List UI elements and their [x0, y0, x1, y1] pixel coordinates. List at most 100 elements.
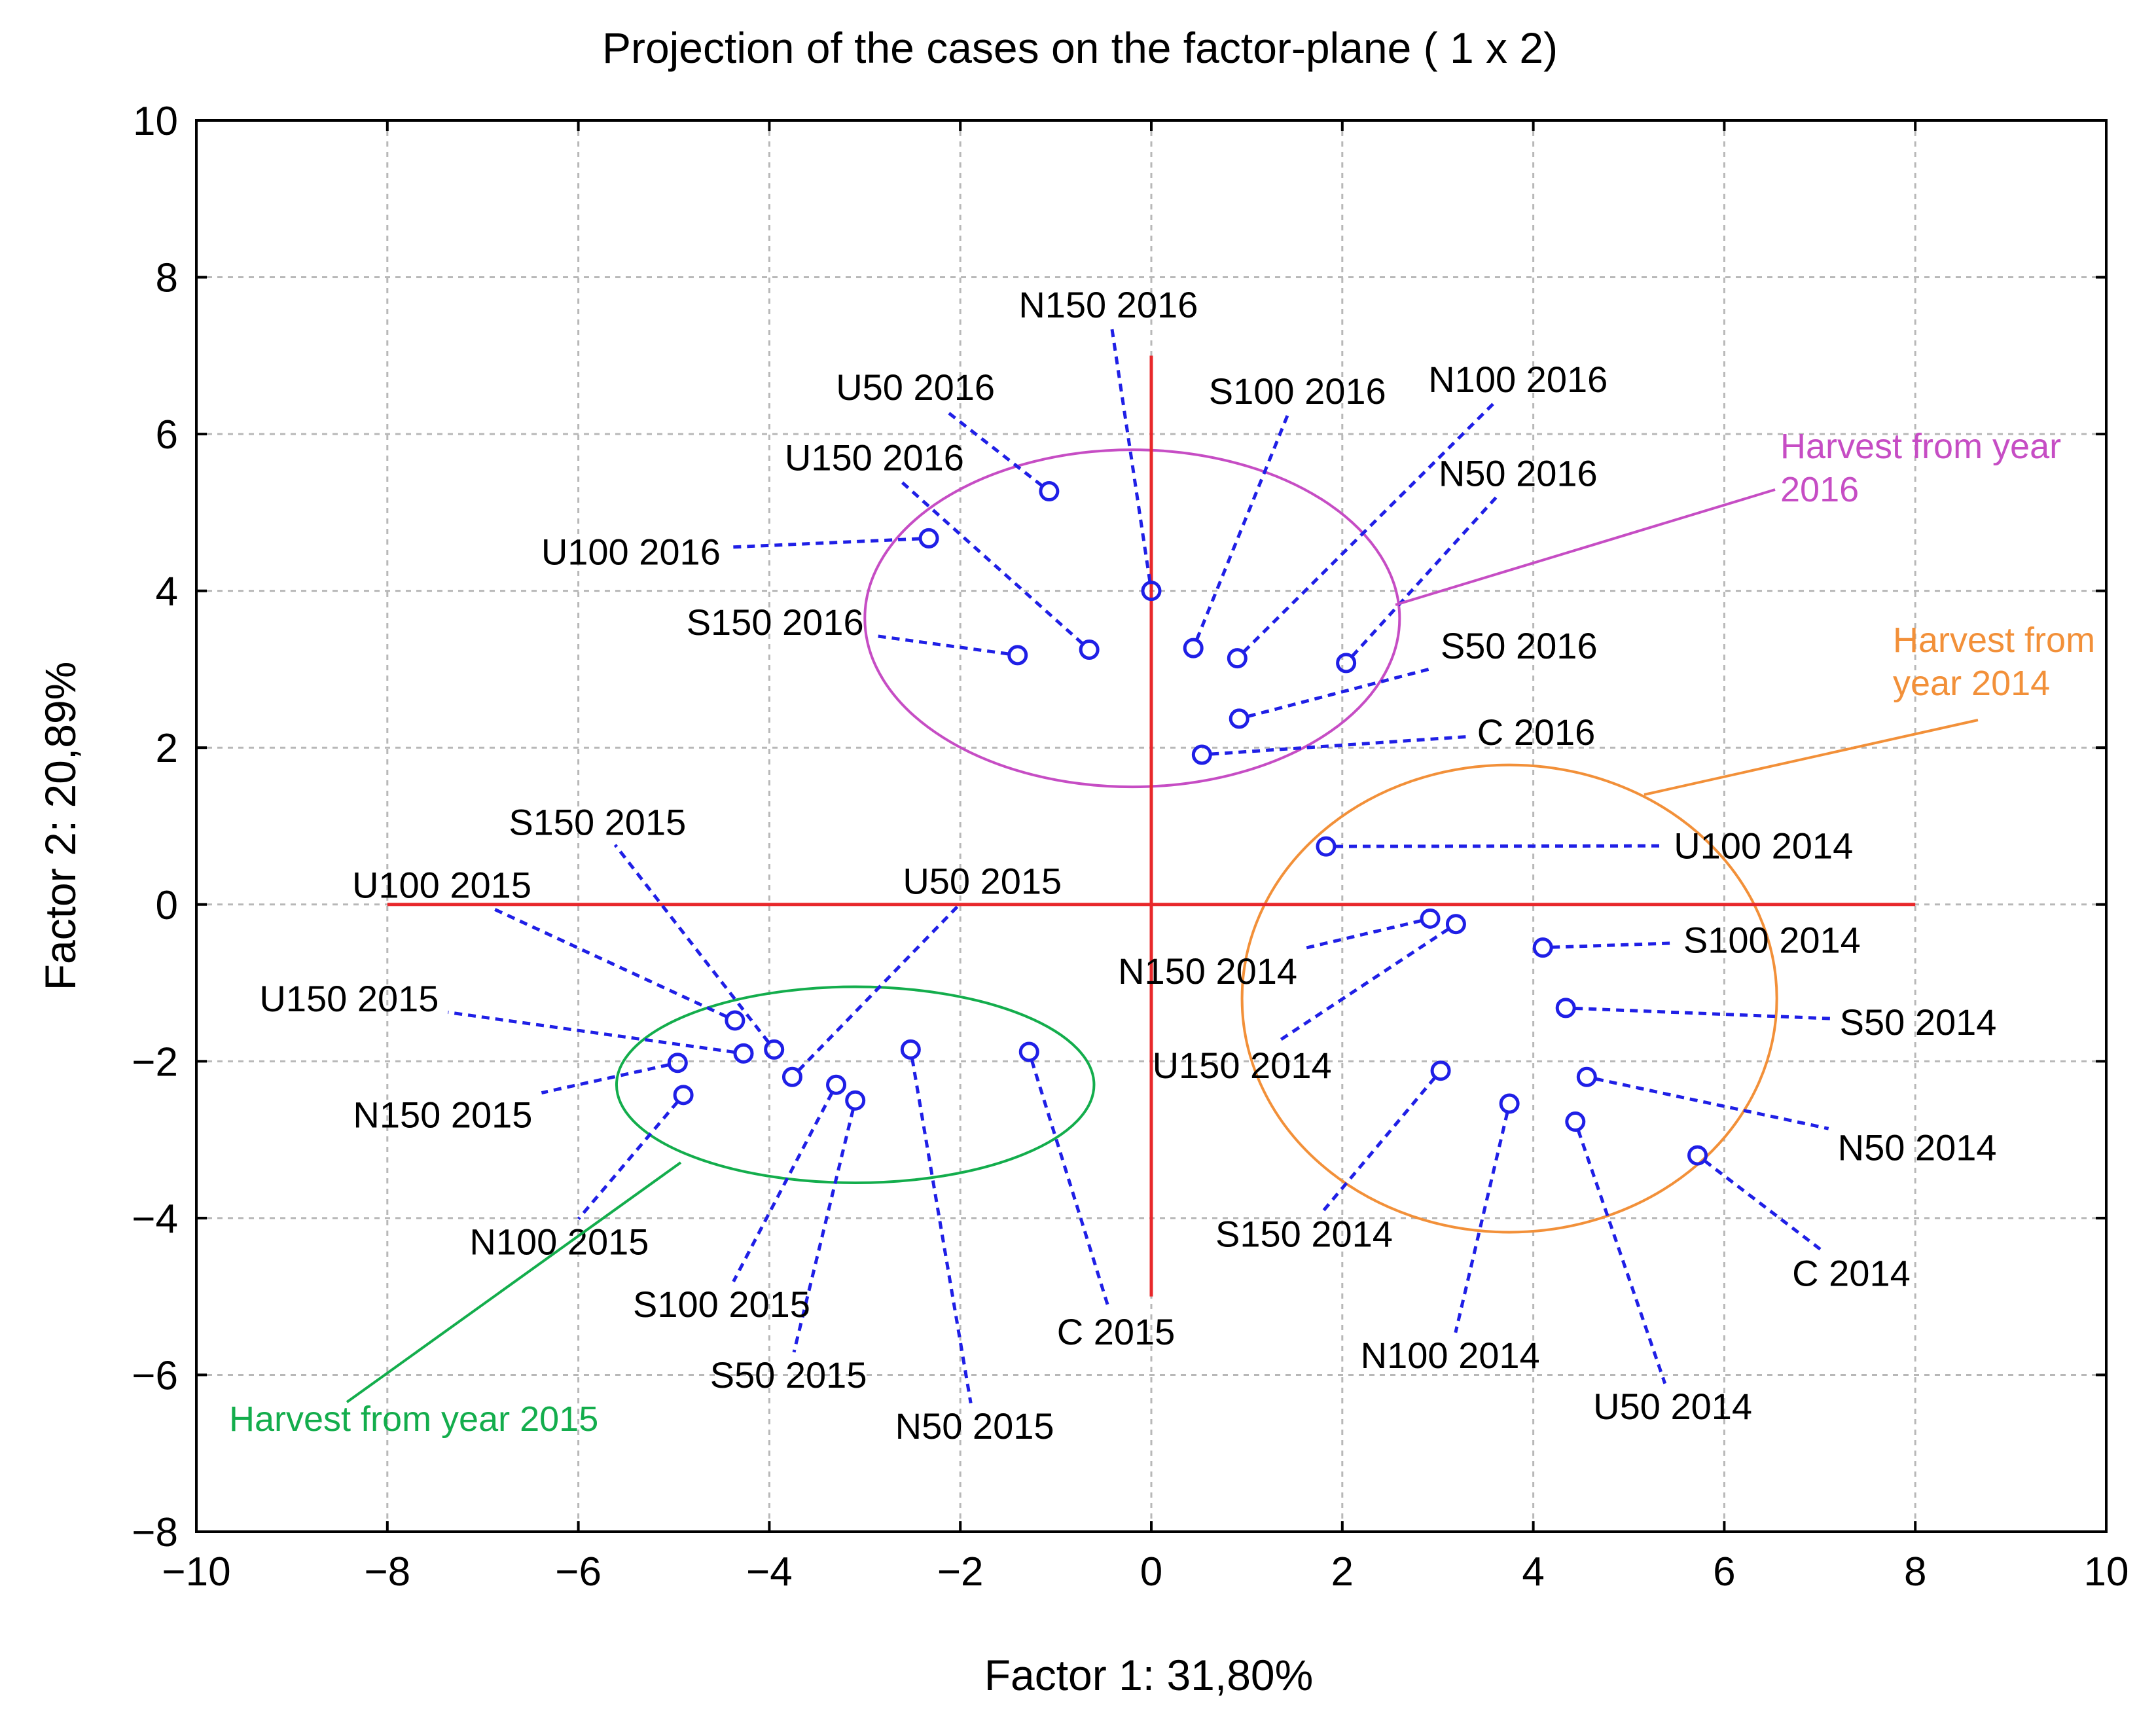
point-label-u50-2014: U50 2014: [1593, 1386, 1752, 1427]
leader-line-n50-2014: [1595, 1077, 1829, 1130]
point-marker-u100-2014: [1316, 836, 1337, 857]
point-marker-u150-2015: [733, 1043, 754, 1064]
leader-line-c-2016: [1211, 734, 1468, 756]
leader-line-n150-2014: [1303, 919, 1422, 950]
x-axis-title: Factor 1: 31,80%: [984, 1651, 1314, 1699]
leader-line-n50-2015: [910, 1058, 973, 1403]
point-marker-s150-2016: [1007, 645, 1028, 666]
point-marker-u150-2014: [1445, 914, 1466, 935]
point-label-u150-2014: U150 2014: [1153, 1045, 1332, 1086]
chart-title: Projection of the cases on the factor-pl…: [602, 24, 1558, 72]
group-label-line: Harvest from year: [1780, 427, 2061, 466]
group-ellipse-1: [1240, 763, 1778, 1234]
point-label-s100-2014: S100 2014: [1683, 919, 1861, 960]
leader-line-s150-2016: [872, 634, 1009, 656]
point-label-s150-2014: S150 2014: [1215, 1213, 1393, 1254]
point-label-n150-2014: N150 2014: [1118, 950, 1297, 992]
point-label-s100-2015: S100 2015: [633, 1284, 810, 1325]
leader-line-u150-2014: [1275, 928, 1450, 1044]
point-label-n50-2014: N50 2014: [1838, 1127, 1997, 1168]
group-ellipse-0: [863, 448, 1401, 789]
point-marker-s150-2015: [764, 1039, 785, 1060]
y-tick-label: −6: [132, 1353, 178, 1398]
point-label-s150-2015: S150 2015: [509, 802, 686, 843]
group-label-line: year 2014: [1893, 664, 2050, 703]
point-label-u100-2016: U100 2016: [541, 531, 721, 572]
reference-lines: [387, 355, 1916, 1297]
point-marker-s50-2014: [1555, 998, 1576, 1019]
point-label-u50-2015: U50 2015: [903, 860, 1062, 901]
y-axis-title: Factor 2: 20,89%: [36, 662, 84, 991]
point-marker-u50-2016: [1039, 481, 1060, 502]
point-marker-u50-2015: [782, 1066, 802, 1087]
x-tick-label: 8: [1904, 1549, 1926, 1595]
group-labels: Harvest from year 2016 Harvest from year 20…: [229, 427, 2095, 1439]
point-marker-n150-2014: [1420, 908, 1441, 929]
point-marker-c-2016: [1191, 744, 1212, 765]
point-marker-n100-2016: [1227, 648, 1248, 669]
group-label: Harvest from year 2014: [1893, 621, 2095, 703]
point-label-u100-2014: U100 2014: [1674, 825, 1853, 867]
point-marker-s100-2015: [826, 1074, 847, 1095]
point-marker-s50-2015: [845, 1090, 866, 1111]
leader-line-s50-2014: [1575, 1006, 1831, 1020]
point-marker-s50-2016: [1229, 708, 1249, 729]
point-label-u50-2016: U50 2016: [836, 367, 995, 408]
leader-lines: [448, 327, 1831, 1403]
group-connector-line: [1395, 488, 1776, 606]
leader-line-n100-2015: [577, 1100, 679, 1220]
data-points: [667, 481, 1708, 1166]
y-tick-label: 10: [133, 99, 178, 144]
point-labels: N150 2016 U50 2016 S100 2016 N100 2016 U150 …: [259, 284, 1996, 1447]
point-marker-u150-2016: [1079, 640, 1100, 660]
leader-line-u50-2016: [943, 408, 1043, 487]
leader-line-s150-2015: [613, 844, 770, 1043]
y-tick-label: 6: [156, 412, 178, 458]
group-connector-line: [346, 1161, 682, 1403]
point-label-u100-2015: U100 2015: [352, 864, 531, 905]
x-tick-label: −10: [162, 1549, 230, 1595]
group-connector-line: [1644, 719, 1979, 796]
group-label-line: Harvest from year 2015: [229, 1399, 598, 1439]
leader-line-s100-2014: [1552, 941, 1674, 949]
point-marker-u100-2016: [918, 528, 939, 549]
leader-line-c-2014: [1704, 1159, 1823, 1252]
leader-line-n50-2016: [1351, 495, 1499, 658]
leader-line-n100-2016: [1242, 401, 1497, 653]
point-marker-n150-2015: [667, 1053, 688, 1073]
leader-line-s50-2016: [1248, 666, 1433, 718]
y-tick-label: −2: [132, 1039, 178, 1085]
y-tick-label: 8: [156, 256, 178, 301]
point-label-n50-2016: N50 2016: [1439, 453, 1598, 494]
point-label-s50-2014: S50 2014: [1840, 1001, 1997, 1043]
x-tick-label: 0: [1140, 1549, 1162, 1595]
y-tick-label: 2: [156, 726, 178, 771]
point-label-c-2016: C 2016: [1477, 712, 1596, 753]
leader-line-c-2015: [1030, 1060, 1111, 1310]
leader-line-u100-2015: [490, 906, 728, 1019]
point-marker-n100-2015: [673, 1085, 694, 1106]
point-label-c-2014: C 2014: [1792, 1252, 1911, 1293]
group-label-line: Harvest from: [1893, 621, 2095, 660]
point-marker-u50-2014: [1565, 1111, 1586, 1132]
leader-line-n150-2016: [1110, 327, 1152, 583]
point-marker-u100-2015: [725, 1010, 746, 1031]
point-marker-s150-2014: [1430, 1060, 1451, 1081]
leader-line-u50-2014: [1576, 1129, 1667, 1384]
y-tick-label: 4: [156, 569, 178, 615]
point-marker-s100-2014: [1532, 937, 1553, 958]
point-marker-c-2015: [1018, 1041, 1039, 1062]
group-label: Harvest from year 2016: [1780, 427, 2061, 509]
leader-line-u100-2016: [729, 537, 920, 549]
point-label-n100-2015: N100 2015: [469, 1221, 649, 1262]
point-label-n150-2015: N150 2015: [353, 1094, 532, 1135]
x-tick-label: −8: [364, 1549, 410, 1595]
point-label-s50-2016: S50 2016: [1441, 625, 1598, 666]
group-ellipse-2: [615, 985, 1096, 1184]
point-marker-n50-2016: [1336, 653, 1357, 674]
point-label-u150-2016: U150 2016: [785, 437, 964, 478]
point-marker-n50-2015: [900, 1039, 921, 1060]
